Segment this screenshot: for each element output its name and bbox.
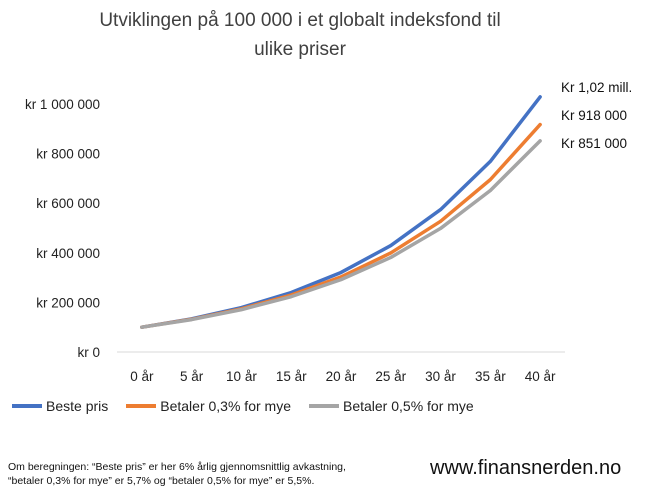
data-point	[439, 208, 443, 212]
end-value-label: Kr 851 000	[561, 136, 627, 151]
x-tick-label: 40 år	[525, 369, 556, 384]
chart-title-line-2: ulike priser	[254, 39, 346, 60]
data-point	[190, 318, 194, 322]
data-point	[289, 295, 293, 299]
data-point	[439, 226, 443, 230]
website-url: www.finansnerden.no	[430, 457, 622, 479]
x-tick-label: 20 år	[326, 369, 357, 384]
data-point	[538, 95, 542, 99]
x-tick-label: 15 år	[276, 369, 307, 384]
x-axis: 0 år 5 år 10 år 15 år 20 år 25 år 30 år 35 år 40…	[117, 351, 565, 384]
data-point	[389, 255, 393, 259]
data-point	[488, 188, 492, 192]
chart-title: Utviklingen på 100 000 i et globalt inde…	[40, 6, 560, 64]
legend-swatch	[12, 404, 42, 408]
line-chart: kr 0 kr 200 000 kr 400 000 kr 600 000 kr 800…	[25, 80, 632, 384]
end-value-label: Kr 1,02 mill.	[561, 80, 632, 95]
legend-label: Betaler 0,3% for mye	[160, 398, 291, 414]
x-tick-label: 10 år	[226, 369, 257, 384]
footnote-line-1: Om beregningen: “Beste pris” er her 6% å…	[8, 461, 346, 473]
data-point	[439, 219, 443, 223]
footnote: Om beregningen: “Beste pris” er her 6% å…	[8, 460, 428, 488]
data-point	[140, 325, 144, 329]
data-point	[239, 308, 243, 312]
data-point	[339, 270, 343, 274]
end-labels: Kr 1,02 mill. Kr 918 000 Kr 851 000	[561, 80, 632, 151]
data-point	[488, 178, 492, 182]
y-tick-label: kr 600 000	[36, 196, 100, 211]
chart-legend: Beste pris Betaler 0,3% for mye Betaler 0,…	[12, 398, 572, 414]
data-point	[538, 139, 542, 143]
legend-item: Betaler 0,3% for mye	[126, 398, 291, 414]
y-axis: kr 0 kr 200 000 kr 400 000 kr 600 000 kr 800…	[25, 97, 100, 360]
x-tick-label: 25 år	[375, 369, 406, 384]
series-line	[140, 95, 542, 329]
footnote-line-2: “betaler 0,3% for mye” er 5,7% og “betal…	[8, 475, 315, 487]
data-point	[339, 278, 343, 282]
data-point	[389, 244, 393, 248]
chart-title-line-1: Utviklingen på 100 000 i et globalt inde…	[99, 10, 501, 31]
legend-swatch	[126, 404, 157, 408]
x-tick-label: 5 år	[180, 369, 204, 384]
legend-label: Betaler 0,5% for mye	[342, 398, 474, 414]
y-tick-label: kr 400 000	[36, 246, 100, 261]
series-line	[140, 122, 542, 329]
legend-label: Beste pris	[46, 398, 109, 414]
x-tick-label: 30 år	[425, 369, 456, 384]
data-point	[488, 159, 492, 163]
legend-swatch	[308, 404, 339, 408]
legend-item: Beste pris	[12, 398, 108, 414]
data-point	[538, 123, 542, 127]
y-tick-label: kr 1 000 000	[25, 97, 100, 112]
y-tick-label: kr 200 000	[36, 295, 100, 310]
data-point	[389, 251, 393, 255]
y-tick-label: kr 800 000	[36, 147, 100, 162]
x-tick-label: 35 år	[475, 369, 506, 384]
end-value-label: Kr 918 000	[561, 108, 627, 123]
series-lines	[140, 95, 542, 329]
legend-item: Betaler 0,5% for mye	[308, 398, 474, 414]
y-tick-label: kr 0	[77, 345, 100, 360]
x-tick-label: 0 år	[130, 369, 154, 384]
